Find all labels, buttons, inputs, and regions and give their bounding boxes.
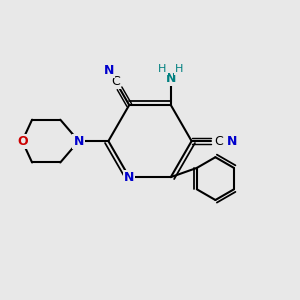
Text: C: C	[214, 135, 223, 148]
Text: N: N	[74, 135, 84, 148]
Text: N: N	[124, 171, 134, 184]
Text: H: H	[175, 64, 183, 74]
Text: N: N	[226, 135, 237, 148]
Text: N: N	[104, 64, 114, 77]
Text: N: N	[166, 72, 176, 85]
Text: C: C	[111, 75, 120, 88]
Text: H: H	[158, 64, 167, 74]
Text: O: O	[17, 135, 28, 148]
